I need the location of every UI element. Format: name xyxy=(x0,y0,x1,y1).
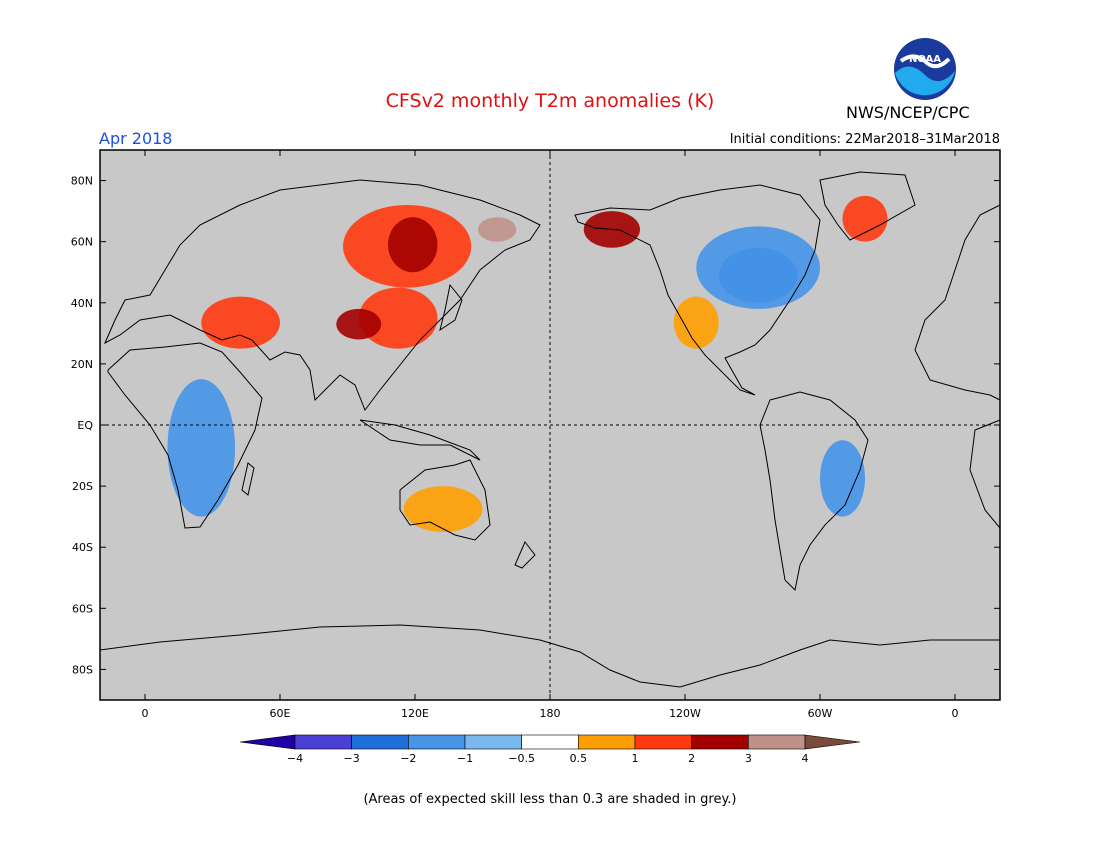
longitude-tick-labels: 0 60E 120E 180 120W 60W 0 xyxy=(142,150,959,720)
lat-tick-label: 80N xyxy=(71,175,93,188)
initial-conditions-label: Initial conditions: 22Mar2018–31Mar2018 xyxy=(729,132,1000,147)
forecast-month-label: Apr 2018 xyxy=(99,129,173,148)
legend-tick-label: 0.5 xyxy=(570,752,588,765)
lon-tick-label: 0 xyxy=(952,707,959,720)
coastline-north-america xyxy=(574,184,821,396)
lon-tick-label: 120W xyxy=(669,707,701,720)
region-tibet-hot xyxy=(336,308,382,340)
region-south-america-cool xyxy=(820,440,865,517)
coastline-eurasia xyxy=(103,179,541,412)
coastline-africa xyxy=(107,342,263,529)
lat-tick-label: 40S xyxy=(72,541,93,554)
legend-bar xyxy=(239,734,861,750)
coastline-south-america xyxy=(759,391,869,592)
region-africa-cool xyxy=(167,379,235,517)
latitude-tick-labels: 80N 60N 40N 20N EQ 20S 40S 60S 80S xyxy=(71,175,1000,676)
coastline-japan xyxy=(439,283,463,332)
coastline-indonesia xyxy=(359,419,481,461)
lon-tick-label: 0 xyxy=(142,707,149,720)
skill-caption: (Areas of expected skill less than 0.3 a… xyxy=(363,792,737,807)
legend-tick-label: 2 xyxy=(688,752,695,765)
legend-tick-label: −2 xyxy=(400,752,416,765)
region-canada-cool xyxy=(696,226,820,309)
coastline-greenland xyxy=(819,171,916,241)
agency-label: NWS/NCEP/CPC xyxy=(846,103,970,122)
region-china-warm xyxy=(358,287,438,349)
legend-swatch xyxy=(521,734,579,750)
coastline-antarctica xyxy=(99,624,1000,688)
legend-swatch xyxy=(748,734,806,750)
legend-tick-label: −1 xyxy=(457,752,473,765)
lat-tick-label: 20S xyxy=(72,480,93,493)
legend-swatch xyxy=(691,734,749,750)
legend-swatch xyxy=(294,734,352,750)
noaa-logo-icon: NOAA xyxy=(894,38,956,100)
lat-tick-label: 60N xyxy=(71,236,93,249)
coastline-australia xyxy=(399,459,491,541)
lon-tick-label: 120E xyxy=(401,707,429,720)
chart-title: CFSv2 monthly T2m anomalies (K) xyxy=(385,90,715,112)
lon-tick-label: 180 xyxy=(540,707,561,720)
legend-labels: −4 −3 −2 −1 −0.5 0.5 1 2 3 4 xyxy=(287,752,809,765)
legend-swatch xyxy=(634,734,692,750)
region-us-west-warm xyxy=(673,296,719,349)
region-siberia-hot xyxy=(388,217,438,273)
region-east-siberia-very-hot xyxy=(478,217,517,242)
lat-tick-label: 40N xyxy=(71,297,93,310)
noaa-logo-text: NOAA xyxy=(909,54,941,65)
region-greenland-warm xyxy=(842,195,888,242)
coastline-madagascar xyxy=(241,462,255,496)
legend-swatch xyxy=(408,734,466,750)
lat-tick-label: 20N xyxy=(71,358,93,371)
legend-swatch xyxy=(578,734,636,750)
legend-tick-label: 1 xyxy=(632,752,639,765)
coastlines xyxy=(99,171,1001,688)
coastline-europe-wrap xyxy=(914,204,1001,401)
map-gridlines xyxy=(100,150,1000,700)
legend-tick-label: −0.5 xyxy=(508,752,535,765)
lon-tick-label: 60E xyxy=(270,707,291,720)
legend-tick-label: −3 xyxy=(344,752,360,765)
lon-tick-label: 60W xyxy=(808,707,833,720)
legend-swatch xyxy=(464,734,522,750)
anomaly-regions xyxy=(167,195,888,532)
coastline-new-zealand xyxy=(514,541,536,569)
legend-tick-label: 4 xyxy=(802,752,809,765)
lat-tick-label: 80S xyxy=(72,663,93,676)
lat-tick-label: EQ xyxy=(77,419,93,432)
legend-swatch xyxy=(351,734,409,750)
coastline-africa-wrap xyxy=(969,419,1001,529)
region-australia-warm xyxy=(403,486,483,532)
region-middle-east-warm xyxy=(201,296,280,349)
lat-tick-label: 60S xyxy=(72,602,93,615)
legend-tick-label: 3 xyxy=(745,752,752,765)
legend-arrow-high xyxy=(804,734,861,750)
legend-tick-label: −4 xyxy=(287,752,303,765)
legend-arrow-low xyxy=(239,734,296,750)
